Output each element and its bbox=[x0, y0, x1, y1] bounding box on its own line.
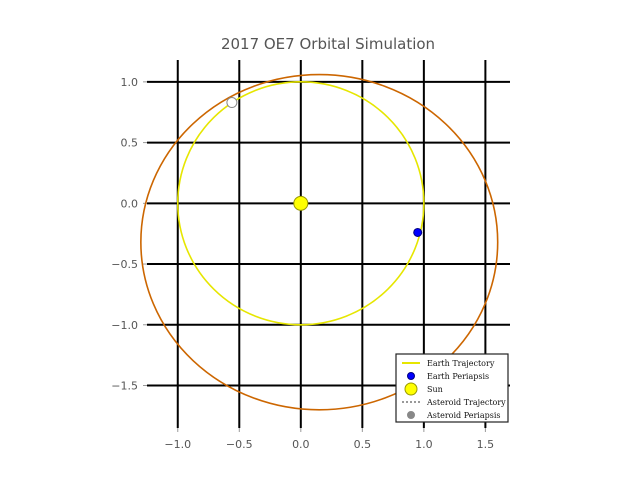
x-tick-label: −0.5 bbox=[226, 438, 253, 451]
y-tick-label: 0.5 bbox=[121, 137, 139, 150]
sun-marker bbox=[293, 195, 309, 211]
axis-ticks: −1.0 −0.5 0.0 0.5 1.0 1.5 1.0 0.5 0.0 −0.5 −1.0 −1.… bbox=[111, 76, 494, 451]
legend-label: Asteroid Trajectory bbox=[426, 398, 506, 407]
legend: Earth Trajectory Earth Periapsis Sun Astero… bbox=[395, 353, 509, 423]
grid bbox=[147, 60, 510, 428]
earth-trajectory-line bbox=[176, 81, 425, 326]
legend-label: Earth Periapsis bbox=[427, 372, 489, 381]
legend-label: Sun bbox=[427, 385, 443, 394]
y-tick-label: −1.0 bbox=[111, 319, 138, 332]
earth-periapsis-legend-swatch bbox=[407, 372, 415, 380]
asteroid-periapsis-legend-swatch bbox=[407, 411, 415, 419]
y-tick-label: −0.5 bbox=[111, 258, 138, 271]
asteroid-periapsis-marker bbox=[226, 97, 238, 109]
x-tick-label: 0.0 bbox=[292, 438, 310, 451]
asteroid-trajectory-line bbox=[140, 73, 499, 411]
legend-label: Earth Trajectory bbox=[427, 359, 495, 368]
y-tick-label: −1.5 bbox=[111, 379, 138, 392]
sun-legend-swatch bbox=[404, 382, 418, 396]
plot-series bbox=[140, 73, 499, 411]
legend-label: Asteroid Periapsis bbox=[426, 411, 501, 420]
y-tick-label: 0.0 bbox=[121, 197, 139, 210]
y-tick-label: 1.0 bbox=[121, 76, 139, 89]
x-tick-label: 1.0 bbox=[415, 438, 433, 451]
earth-periapsis-marker bbox=[413, 227, 423, 237]
x-tick-label: 1.5 bbox=[477, 438, 495, 451]
x-tick-label: −1.0 bbox=[164, 438, 191, 451]
chart-title: 2017 OE7 Orbital Simulation bbox=[221, 35, 435, 53]
x-tick-label: 0.5 bbox=[354, 438, 372, 451]
